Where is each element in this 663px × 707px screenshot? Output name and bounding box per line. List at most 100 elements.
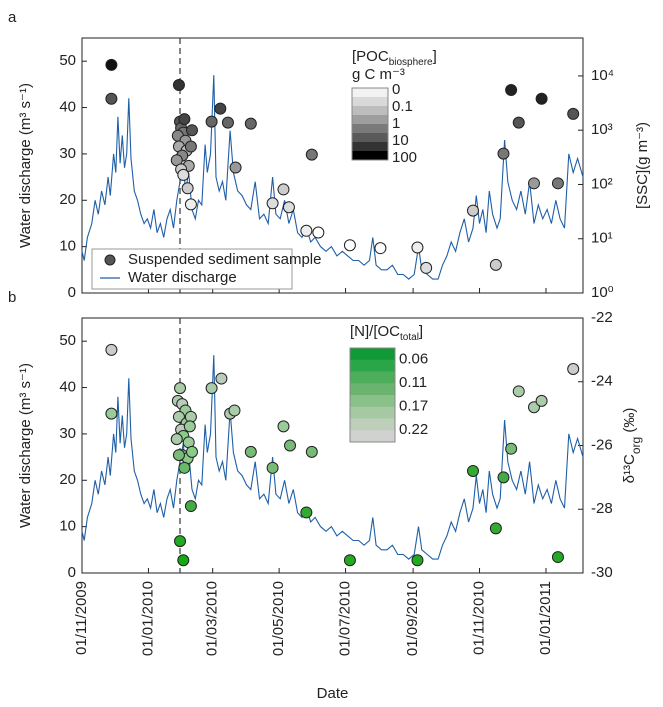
y-axis-label: Water discharge (m³ s⁻¹) <box>17 363 34 528</box>
colorbar-band <box>350 406 395 419</box>
y-tick-label: 50 <box>59 52 76 69</box>
y-tick-label: 40 <box>59 99 76 116</box>
label-part: δ¹³C <box>621 454 638 483</box>
sample-point <box>277 183 290 196</box>
colorbar-tick-label: 0 <box>392 81 400 98</box>
discharge-line <box>81 355 584 560</box>
y2-tick-label: -24 <box>591 373 613 390</box>
sample-point <box>489 522 502 535</box>
colorbar-unit: g C m⁻³ <box>352 66 405 83</box>
sample-point <box>411 554 424 567</box>
label-part: (‰) <box>621 408 638 437</box>
legend-swatch <box>104 254 116 266</box>
sample-point <box>105 92 118 105</box>
sample-point <box>177 168 190 181</box>
panel-label: b <box>8 289 16 306</box>
y-tick-label: 30 <box>59 145 76 162</box>
sample-point <box>300 224 313 237</box>
label-part: total <box>400 332 419 343</box>
y-tick-label: 10 <box>59 518 76 535</box>
plot-frame <box>81 37 584 294</box>
colorbar-band <box>350 395 395 408</box>
colorbar-tick-label: 0.06 <box>399 351 428 368</box>
sample-point <box>512 385 525 398</box>
sample-point <box>178 461 191 474</box>
sample-point <box>567 363 580 375</box>
y2-tick-label: -28 <box>591 500 613 517</box>
y-tick-label: 30 <box>59 425 76 442</box>
x-tick-label: 01/05/2010 <box>270 581 287 656</box>
sample-point <box>178 113 191 126</box>
sample-point <box>184 500 197 513</box>
colorbar-band <box>350 430 395 443</box>
sample-point <box>181 182 194 195</box>
colorbar-band <box>352 97 388 107</box>
sample-point <box>343 239 356 252</box>
colorbar-band <box>350 371 395 384</box>
sample-point <box>105 407 118 420</box>
sample-point <box>551 551 564 564</box>
sample-point <box>105 343 118 356</box>
sample-point <box>172 449 185 462</box>
sample-point <box>229 161 242 174</box>
sample-point <box>214 102 227 115</box>
label-part: [POC <box>352 48 389 65</box>
sample-point <box>284 439 297 452</box>
sample-point <box>497 471 510 484</box>
sample-point <box>174 382 187 395</box>
sample-point <box>215 372 228 385</box>
sample-point <box>266 461 279 474</box>
y-tick-label: 0 <box>68 284 76 301</box>
sample-point <box>184 140 197 153</box>
legend-label: Water discharge <box>128 269 237 286</box>
sample-point <box>466 465 479 477</box>
colorbar-frame <box>349 347 396 443</box>
sample-point <box>567 107 580 120</box>
sample-point <box>527 177 540 190</box>
x-tick-label: 01/01/2010 <box>139 581 156 656</box>
colorbar-band <box>350 383 395 396</box>
y-tick-label: 50 <box>59 332 76 349</box>
sample-point <box>228 404 241 417</box>
sample-point <box>266 197 279 210</box>
sample-point <box>505 84 518 97</box>
y2-tick-label: 10⁴ <box>591 67 614 84</box>
x-tick-label: 01/11/2010 <box>471 581 488 655</box>
y2-tick-label: -26 <box>591 436 613 453</box>
sample-point <box>505 442 518 455</box>
label: [POCbiosphere] <box>352 48 437 68</box>
sample-point <box>186 124 199 137</box>
label-part: [SSC](g m⁻³) <box>634 122 651 209</box>
sample-point <box>535 92 548 105</box>
sample-point <box>535 394 548 407</box>
label-part: ] <box>433 48 437 65</box>
sample-point <box>244 117 257 130</box>
x-tick-label: 01/11/2009 <box>73 581 90 655</box>
sample-point <box>205 115 218 128</box>
y2-tick-label: 10¹ <box>591 230 613 247</box>
colorbar-band <box>350 348 395 361</box>
y2-tick-label: 10³ <box>591 121 613 138</box>
label-part: biosphere <box>389 57 433 68</box>
y-tick-label: 0 <box>68 564 76 581</box>
colorbar-band <box>350 359 395 372</box>
colorbar-band <box>352 115 388 125</box>
sample-point <box>172 79 185 92</box>
x-tick-label: 01/03/2010 <box>204 581 221 656</box>
y2-tick-label: 10² <box>591 175 613 192</box>
sample-point <box>244 445 257 458</box>
label-part: org <box>629 437 643 454</box>
y2-tick-label: 10⁰ <box>591 284 614 301</box>
colorbar-frame <box>351 87 389 161</box>
y-axis-label: Water discharge (m³ s⁻¹) <box>17 83 34 248</box>
colorbar-tick-label: 0.11 <box>399 374 427 391</box>
colorbar-tick-label: 0.17 <box>399 398 428 415</box>
y2-tick-label: -22 <box>591 309 613 326</box>
colorbar-band <box>352 124 388 134</box>
sample-point <box>466 204 479 217</box>
sample-point <box>551 177 564 190</box>
y-tick-label: 10 <box>59 238 76 255</box>
sample-point <box>183 420 196 433</box>
label-part: ] <box>419 323 423 340</box>
